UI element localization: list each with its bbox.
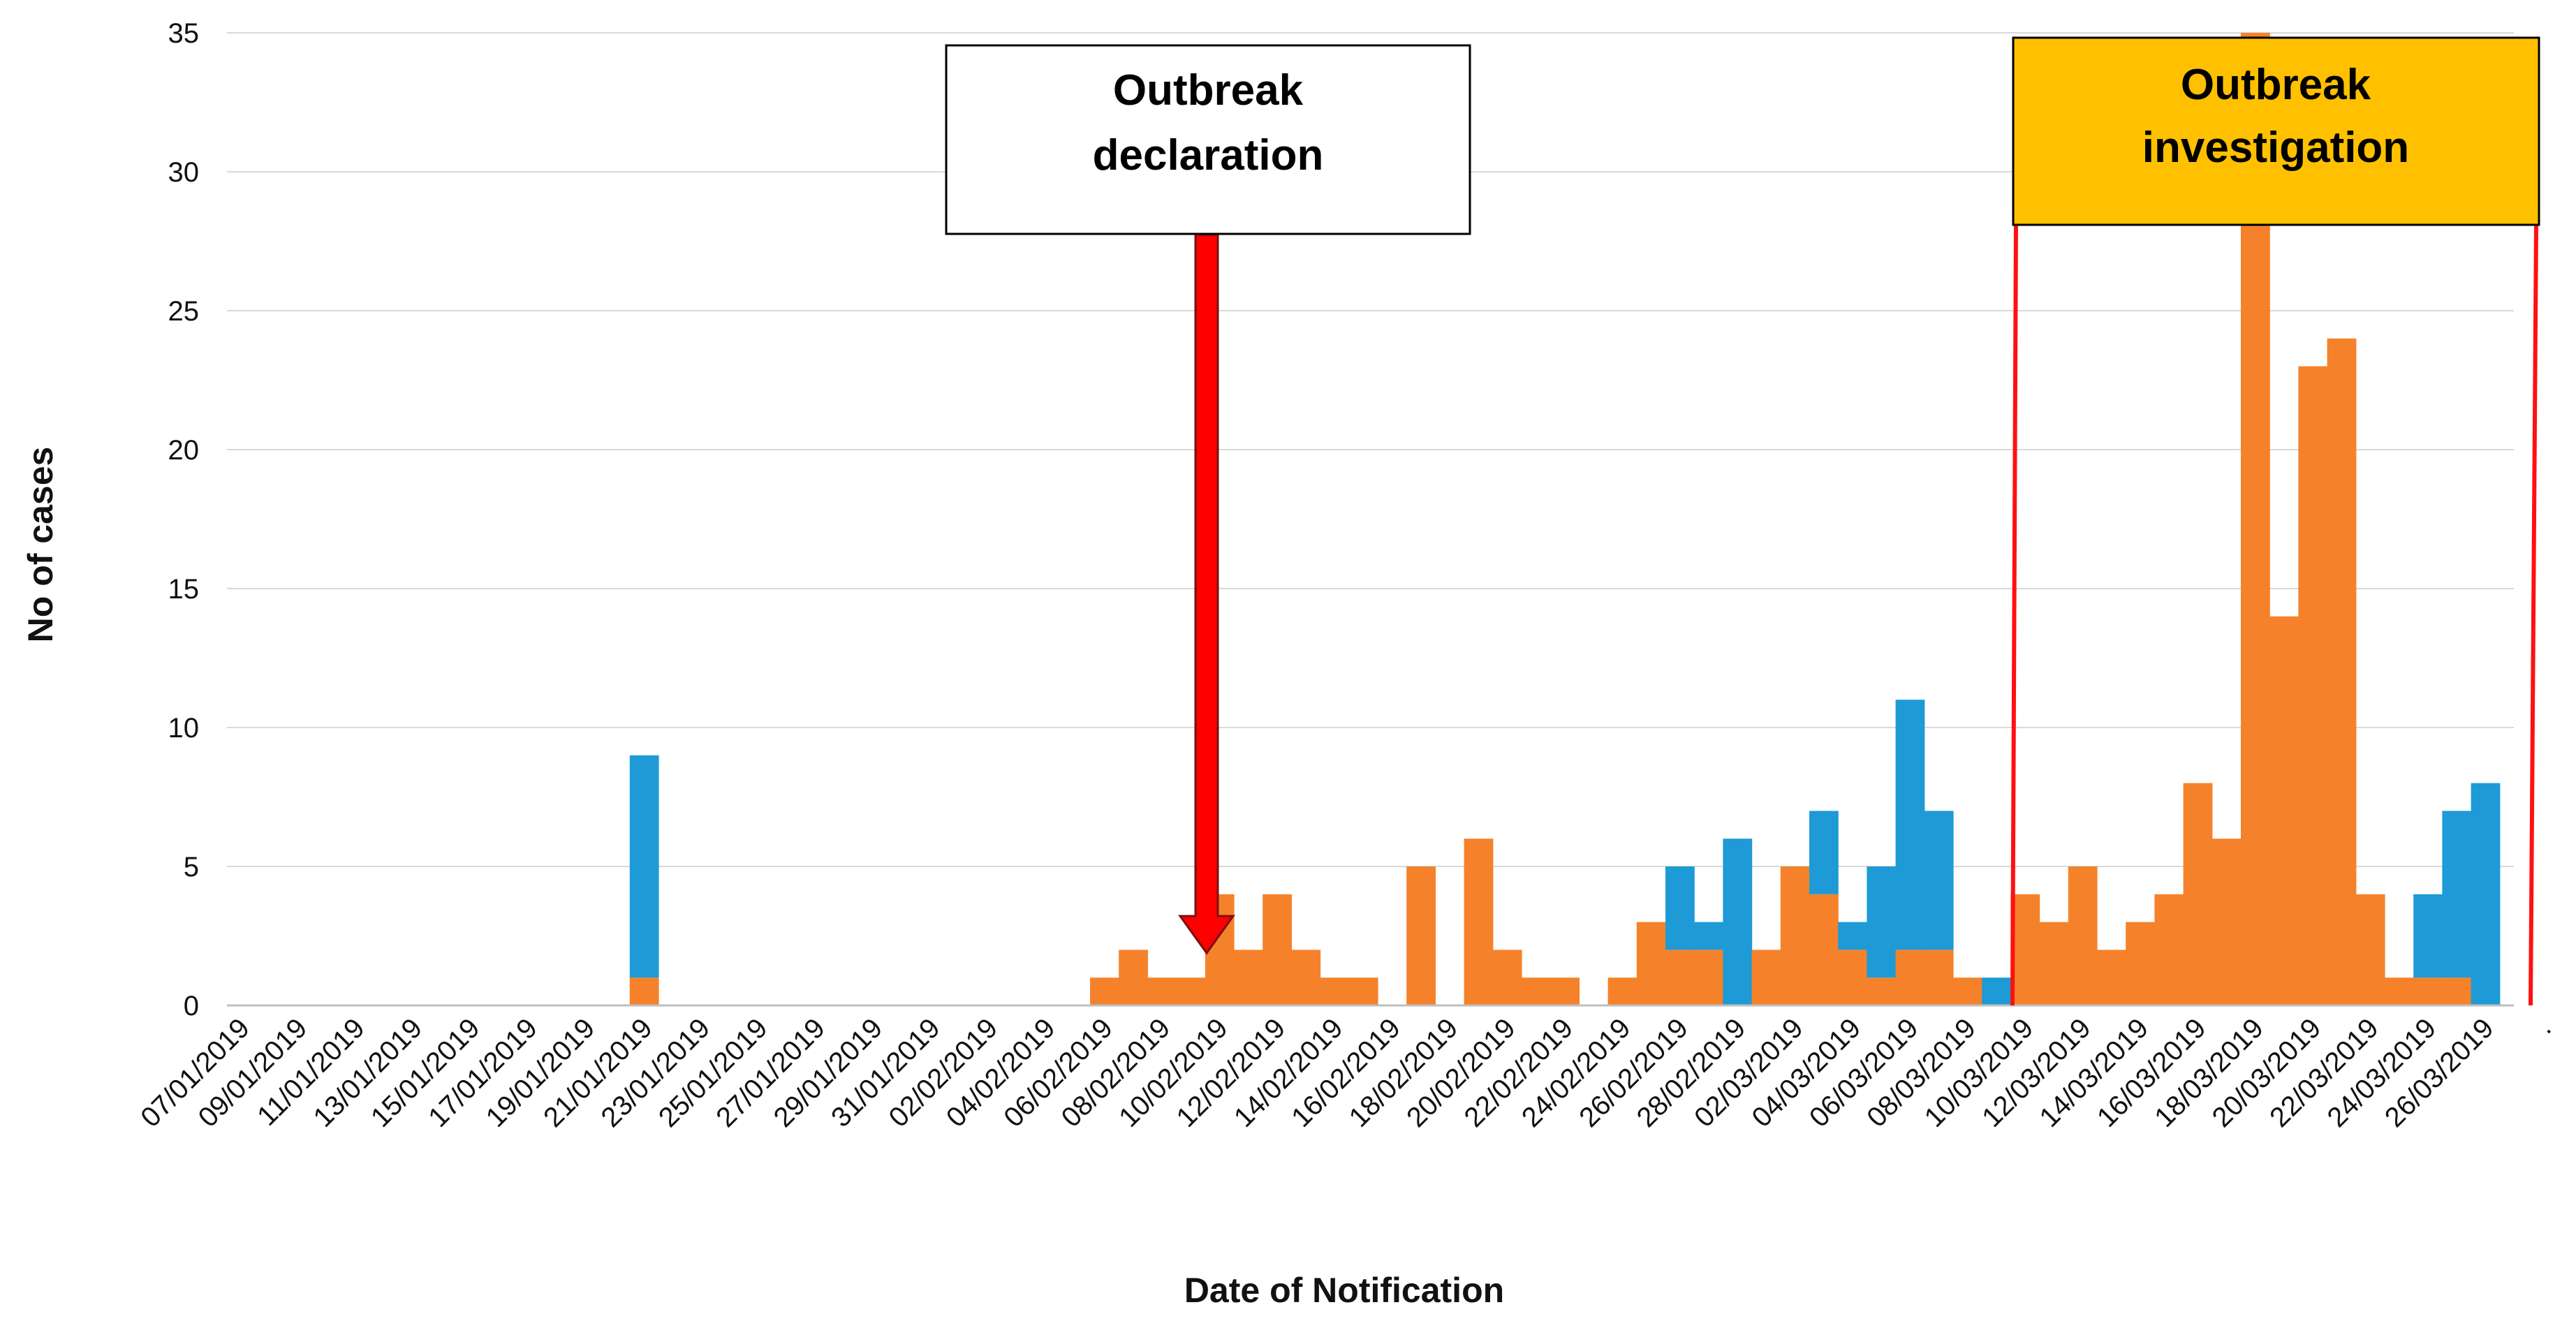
bar-orange bbox=[2211, 839, 2242, 1005]
bar-orange bbox=[2269, 616, 2299, 1005]
bar-blue bbox=[1982, 977, 2011, 1005]
bar-orange bbox=[629, 977, 659, 1005]
bar-orange bbox=[2068, 866, 2098, 1005]
x-axis-title: Date of Notification bbox=[1184, 1271, 1504, 1310]
bar-orange bbox=[1176, 977, 1206, 1005]
bar-blue bbox=[1723, 839, 1753, 1005]
y-tick-label: 5 bbox=[184, 852, 199, 883]
bar-orange bbox=[1348, 977, 1378, 1005]
bar-orange bbox=[2126, 922, 2155, 1005]
bar-orange bbox=[1320, 977, 1350, 1005]
bar-blue bbox=[1809, 811, 1839, 894]
bar-orange bbox=[1809, 894, 1839, 1005]
bar-blue bbox=[1665, 866, 1695, 950]
y-tick-label: 25 bbox=[168, 296, 200, 327]
bar-blue bbox=[1924, 811, 1954, 950]
bar-blue bbox=[2471, 783, 2501, 1005]
y-tick-label: 15 bbox=[168, 574, 200, 605]
investigation-box: Outbreak investigation bbox=[2012, 36, 2540, 226]
x-tick-label: . bbox=[2530, 1012, 2557, 1040]
bar-orange bbox=[1780, 866, 1810, 1005]
bar-orange bbox=[1838, 950, 1867, 1005]
bar-orange bbox=[1291, 950, 1321, 1005]
investigation-label-line1: Outbreak bbox=[2181, 61, 2371, 109]
investigation-bracket bbox=[2010, 224, 2538, 1006]
bar-orange bbox=[1464, 839, 1494, 1005]
declaration-label-line1: Outbreak bbox=[1113, 66, 1304, 115]
bar-orange bbox=[2010, 894, 2040, 1005]
bar-blue bbox=[2413, 894, 2443, 978]
bar-orange bbox=[2298, 366, 2328, 1005]
bar-orange bbox=[1090, 977, 1119, 1005]
bar-blue bbox=[1838, 922, 1867, 950]
bar-blue bbox=[1867, 866, 1897, 978]
bar-orange bbox=[2413, 977, 2443, 1005]
bar-orange bbox=[1924, 950, 1954, 1005]
bar-orange bbox=[2097, 950, 2126, 1005]
bar-blue bbox=[1694, 922, 1723, 950]
bar-orange bbox=[2385, 977, 2414, 1005]
bar-orange bbox=[2355, 894, 2385, 1005]
bar-orange bbox=[1751, 950, 1781, 1005]
bar-orange bbox=[1694, 950, 1723, 1005]
bar-orange bbox=[1522, 977, 1551, 1005]
bar-orange bbox=[1119, 950, 1148, 1005]
bar-orange bbox=[1607, 977, 1637, 1005]
bar-orange bbox=[2039, 922, 2069, 1005]
bar-blue bbox=[2442, 811, 2472, 978]
bar-orange bbox=[1492, 950, 1522, 1005]
bar-blue bbox=[629, 755, 659, 978]
bar-orange bbox=[1263, 894, 1292, 1005]
bar-orange bbox=[1867, 977, 1897, 1005]
y-tick-label: 10 bbox=[168, 713, 200, 744]
y-axis-ticks: 0 5 10 15 20 25 30 35 bbox=[168, 18, 200, 1021]
bar-orange bbox=[2442, 977, 2472, 1005]
investigation-label-line2: investigation bbox=[2142, 124, 2409, 172]
y-axis-title: No of cases bbox=[21, 447, 60, 643]
y-tick-label: 35 bbox=[168, 18, 200, 49]
bar-orange bbox=[1665, 950, 1695, 1005]
declaration-arrow bbox=[1178, 233, 1235, 955]
bar-orange bbox=[1550, 977, 1580, 1005]
declaration-box: Outbreak declaration bbox=[945, 44, 1471, 235]
bar-orange bbox=[1234, 950, 1263, 1005]
y-tick-label: 30 bbox=[168, 157, 200, 188]
bar-orange bbox=[1953, 977, 1982, 1005]
declaration-label-line2: declaration bbox=[1093, 131, 1324, 179]
bar-orange bbox=[2183, 783, 2213, 1005]
bar-orange bbox=[2154, 894, 2184, 1005]
bar-orange bbox=[1895, 950, 1925, 1005]
bar-orange bbox=[1406, 866, 1436, 1005]
bar-orange bbox=[1636, 922, 1666, 1005]
x-axis-ticks: 07/01/201909/01/201911/01/201913/01/2019… bbox=[135, 1012, 2557, 1133]
bar-blue bbox=[1895, 700, 1925, 950]
bar-orange bbox=[1147, 977, 1177, 1005]
y-tick-label: 0 bbox=[184, 991, 199, 1021]
bar-orange bbox=[2327, 338, 2357, 1005]
y-tick-label: 20 bbox=[168, 435, 200, 466]
